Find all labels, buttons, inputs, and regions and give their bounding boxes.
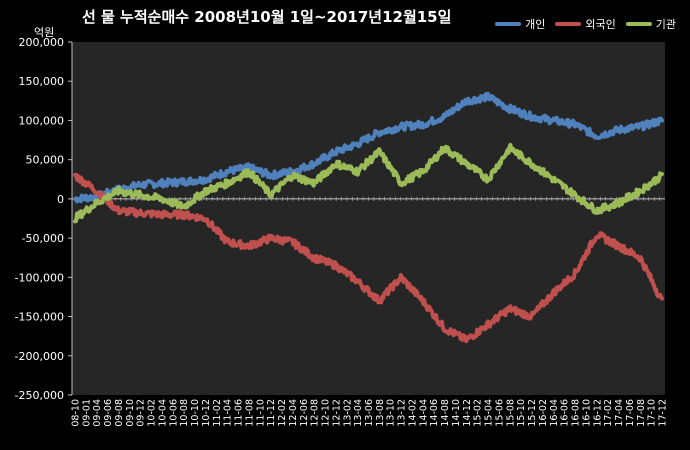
x-tick-label: 13-06 — [364, 399, 375, 427]
x-tick-label: 14-12 — [462, 399, 473, 427]
x-tick-label: 16-06 — [560, 399, 571, 427]
legend-label-individual: 개인 — [525, 18, 546, 31]
x-tick-label: 17-08 — [636, 399, 647, 427]
x-tick-label: 13-12 — [397, 399, 408, 427]
x-tick-label: 14-02 — [407, 399, 418, 427]
x-tick-labels: 08-10 09-01 09-04 09-06 09-08 09-10 09-12 10-02… — [71, 399, 669, 427]
x-tick-label: 15-02 — [473, 399, 484, 427]
x-tick-label: 16-10 — [581, 399, 592, 427]
x-tick-label: 14-04 — [418, 399, 429, 427]
x-tick-label: 14-10 — [451, 399, 462, 427]
x-tick-label: 14-08 — [440, 399, 451, 427]
y-unit-label: 억원 — [34, 26, 55, 39]
x-tick-label: 11-08 — [244, 399, 255, 427]
legend-swatch-foreign — [555, 22, 582, 26]
series-line-individual — [73, 91, 664, 204]
x-tick-label: 10-10 — [190, 399, 201, 427]
x-tick-label: 12-02 — [277, 399, 288, 427]
y-tick-labels: 200,000 150,000 100,000 50,000 0 -50,000 -100,… — [15, 36, 64, 402]
chart-title: 선 물 누적순매수 2008년10월 1일~2017년12월15일 — [82, 8, 452, 26]
x-tick-label: 09-01 — [81, 399, 92, 427]
y-tick-label: -150,000 — [15, 311, 64, 324]
x-tick-label: 16-08 — [571, 399, 582, 427]
x-tick-label: 09-04 — [92, 399, 103, 427]
x-tick-label: 09-12 — [136, 399, 147, 427]
legend-label-institution: 기관 — [655, 18, 676, 31]
x-tick-label: 11-06 — [234, 399, 245, 427]
x-tick-label: 09-10 — [125, 399, 136, 427]
x-tick-label: 10-08 — [179, 399, 190, 427]
x-tick-label: 15-04 — [484, 399, 495, 427]
x-tick-label: 12-10 — [321, 399, 332, 427]
x-tick-label: 16-02 — [538, 399, 549, 427]
series-lines — [73, 91, 664, 344]
x-tick-label: 10-04 — [157, 399, 168, 427]
x-tick-label: 17-04 — [614, 399, 625, 427]
x-tick-label: 11-10 — [255, 399, 266, 427]
x-tick-label: 11-04 — [223, 399, 234, 427]
legend-item-foreign: 외국인 — [555, 16, 616, 32]
x-tick-label: 15-12 — [527, 399, 538, 427]
x-tick-label: 12-06 — [299, 399, 310, 427]
y-tick-label: 200,000 — [19, 36, 65, 49]
x-tick-label: 13-08 — [375, 399, 386, 427]
x-tick-label: 13-02 — [342, 399, 353, 427]
x-tick-label: 11-12 — [266, 399, 277, 427]
series-line-institution — [73, 142, 664, 224]
x-tick-label: 08-10 — [71, 399, 82, 427]
y-tick-label: -100,000 — [15, 271, 64, 284]
x-tick-label: 16-12 — [592, 399, 603, 427]
x-tick-label: 12-04 — [288, 399, 299, 427]
x-tick-label: 13-10 — [386, 399, 397, 427]
x-tick-label: 17-12 — [658, 399, 669, 427]
legend-item-individual: 개인 — [495, 16, 545, 32]
series-line-foreign — [73, 172, 664, 344]
y-tick-label: 100,000 — [19, 114, 65, 127]
x-tick-label: 10-02 — [147, 399, 158, 427]
legend-item-institution: 기관 — [625, 16, 676, 32]
x-tick-label: 12-08 — [310, 399, 321, 427]
x-tick-label: 13-04 — [353, 399, 364, 427]
x-tick-label: 15-06 — [494, 399, 505, 427]
legend-swatch-individual — [495, 22, 522, 26]
legend-label-foreign: 외국인 — [585, 18, 616, 31]
y-tick-label: 150,000 — [19, 75, 65, 88]
x-tick-label: 16-04 — [549, 399, 560, 427]
x-tick-label: 10-12 — [201, 399, 212, 427]
legend-swatch-institution — [625, 22, 652, 26]
x-tick-label: 11-02 — [212, 399, 223, 427]
x-tick-label: 15-08 — [505, 399, 516, 427]
legend: 개인 외국인 기관 — [495, 16, 676, 32]
x-tick-label: 10-06 — [168, 399, 179, 427]
y-tick-label: 0 — [57, 193, 64, 206]
x-tick-label: 17-10 — [647, 399, 658, 427]
y-tick-label: -250,000 — [15, 389, 64, 402]
y-tick-label: -200,000 — [15, 350, 64, 363]
x-tick-label: 09-08 — [114, 399, 125, 427]
x-tick-label: 17-06 — [625, 399, 636, 427]
x-tick-label: 09-06 — [103, 399, 114, 427]
x-tick-label: 12-12 — [331, 399, 342, 427]
x-tick-label: 17-02 — [603, 399, 614, 427]
y-tick-label: 50,000 — [26, 154, 65, 167]
x-tick-label: 14-06 — [429, 399, 440, 427]
y-tick-label: -50,000 — [22, 232, 64, 245]
x-tick-label: 15-10 — [516, 399, 527, 427]
